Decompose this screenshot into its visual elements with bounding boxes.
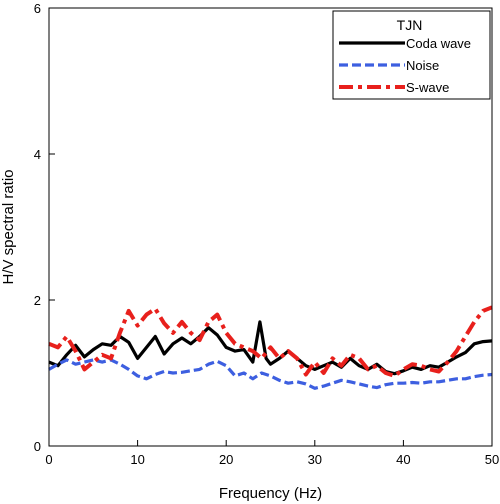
y-tick-label: 6: [34, 1, 41, 16]
legend-label: Coda wave: [406, 36, 471, 51]
y-tick-label: 0: [34, 439, 41, 454]
x-tick-label: 30: [308, 452, 322, 467]
series-line-coda-wave: [48, 320, 493, 376]
legend-label: Noise: [406, 58, 439, 73]
series-layer: [48, 305, 493, 390]
axes-layer: 0 10 20 30 40 50 0 2 4 6: [34, 1, 499, 467]
series-line-noise: [48, 358, 493, 390]
x-tick-label: 10: [130, 452, 144, 467]
y-tick-label: 4: [34, 147, 41, 162]
series-line-s-wave: [48, 305, 493, 378]
legend: TJN Coda wave Noise S-wave: [332, 10, 491, 100]
x-tick-label: 50: [485, 452, 499, 467]
y-axis-title: H/V spectral ratio: [0, 169, 17, 284]
legend-box: [332, 10, 491, 100]
y-tick-label: 2: [34, 293, 41, 308]
x-tick-label: 40: [396, 452, 410, 467]
legend-title: TJN: [397, 17, 423, 33]
x-tick-label: 0: [45, 452, 52, 467]
x-axis-title: Frequency (Hz): [219, 485, 322, 502]
plot-frame: [48, 7, 493, 447]
legend-label: S-wave: [406, 80, 449, 95]
x-tick-label: 20: [219, 452, 233, 467]
